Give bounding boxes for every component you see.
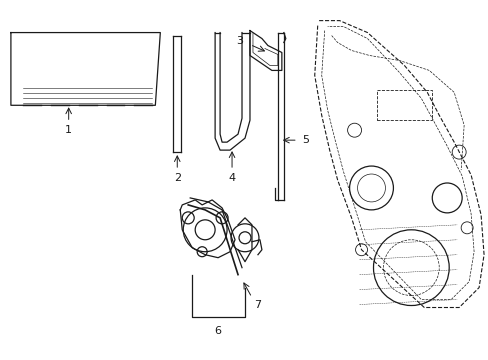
Text: 7: 7 <box>254 300 261 310</box>
Bar <box>377 90 431 120</box>
Text: 3: 3 <box>236 36 243 46</box>
Text: 5: 5 <box>302 135 308 145</box>
Text: 1: 1 <box>65 125 72 135</box>
Text: 4: 4 <box>228 173 235 183</box>
Text: 6: 6 <box>214 327 221 336</box>
Text: 2: 2 <box>173 173 181 183</box>
